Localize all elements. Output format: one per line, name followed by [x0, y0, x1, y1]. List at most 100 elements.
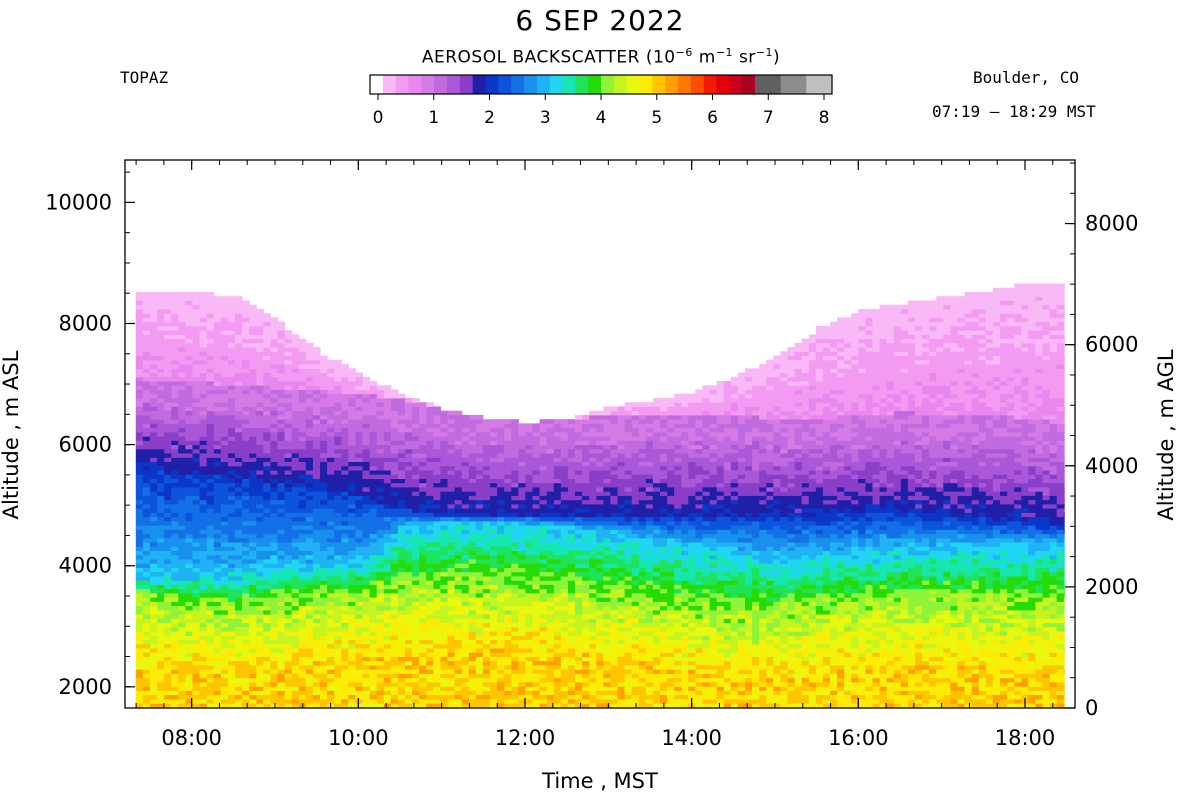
heatmap-cell	[475, 609, 484, 615]
heatmap-cell	[468, 444, 477, 450]
heatmap-cell	[468, 414, 477, 420]
heatmap-cell	[433, 588, 441, 594]
heatmap-cell	[256, 508, 264, 513]
heatmap-cell	[277, 698, 286, 704]
heatmap-cell	[461, 643, 470, 649]
heatmap-cell	[440, 660, 448, 666]
heatmap-cell	[539, 626, 548, 632]
heatmap-cell	[334, 673, 342, 679]
heatmap-cell	[164, 495, 172, 501]
heatmap-cell	[227, 313, 236, 318]
heatmap-cell	[164, 364, 172, 369]
heatmap-cell	[256, 423, 264, 429]
heatmap-cell	[192, 330, 201, 335]
heatmap-cell	[164, 491, 172, 496]
heatmap-cell	[525, 601, 533, 607]
heatmap-cell	[270, 698, 278, 704]
heatmap-cell	[164, 537, 172, 543]
heatmap-cell	[305, 495, 314, 501]
heatmap-cell	[227, 300, 236, 306]
heatmap-cell	[454, 508, 463, 513]
heatmap-cell	[433, 665, 441, 670]
heatmap-cell	[150, 381, 158, 386]
heatmap-cell	[277, 626, 286, 632]
heatmap-cell	[341, 389, 349, 395]
heatmap-cell	[298, 529, 307, 535]
heatmap-cell	[135, 652, 144, 657]
heatmap-cell	[327, 406, 335, 412]
heatmap-cell	[490, 563, 498, 568]
heatmap-cell	[397, 554, 406, 560]
heatmap-cell	[369, 419, 378, 424]
heatmap-cell	[256, 576, 264, 581]
heatmap-cell	[277, 406, 286, 412]
heatmap-cell	[249, 444, 257, 450]
heatmap-cell	[164, 508, 172, 513]
heatmap-cell	[355, 588, 363, 594]
heatmap-cell	[220, 512, 229, 518]
heatmap-cell	[447, 482, 456, 488]
heatmap-cell	[199, 419, 208, 424]
heatmap-cell	[164, 304, 172, 310]
heatmap-cell	[482, 550, 491, 556]
heatmap-cell	[142, 631, 151, 636]
heatmap-cell	[199, 296, 208, 301]
heatmap-cell	[298, 474, 307, 479]
heatmap-cell	[178, 389, 186, 395]
heatmap-cell	[362, 512, 371, 518]
heatmap-cell	[412, 457, 420, 462]
heatmap-cell	[213, 648, 222, 653]
heatmap-cell	[227, 406, 236, 412]
heatmap-cell	[341, 652, 349, 657]
heatmap-cell	[482, 436, 491, 441]
heatmap-cell	[397, 639, 406, 645]
heatmap-cell	[249, 576, 257, 581]
heatmap-cell	[390, 698, 399, 704]
heatmap-cell	[504, 605, 512, 611]
heatmap-cell	[320, 436, 328, 441]
heatmap-cell	[284, 529, 293, 535]
heatmap-cell	[348, 618, 356, 624]
heatmap-cell	[192, 317, 201, 323]
heatmap-cell	[171, 550, 179, 556]
heatmap-cell	[475, 444, 484, 450]
heatmap-cell	[419, 440, 427, 446]
heatmap-cell	[199, 516, 208, 522]
heatmap-cell	[312, 406, 321, 412]
heatmap-cell	[277, 686, 286, 691]
heatmap-cell	[482, 622, 491, 628]
heatmap-cell	[355, 457, 363, 462]
heatmap-cell	[334, 487, 342, 492]
heatmap-cell	[511, 686, 519, 691]
heatmap-cell	[227, 385, 236, 390]
heatmap-cell	[277, 381, 286, 386]
heatmap-cell	[150, 398, 158, 403]
heatmap-cell	[312, 503, 321, 509]
heatmap-cell	[405, 402, 413, 407]
heatmap-cell	[518, 550, 526, 556]
heatmap-cell	[475, 698, 484, 704]
heatmap-cell	[206, 563, 215, 568]
heatmap-cell	[390, 635, 399, 640]
heatmap-cell	[327, 457, 335, 462]
heatmap-cell	[206, 372, 215, 378]
heatmap-cell	[412, 491, 420, 496]
heatmap-cell	[440, 423, 448, 429]
heatmap-cell	[546, 656, 555, 662]
heatmap-cell	[277, 537, 286, 543]
heatmap-cell	[157, 669, 165, 674]
heatmap-cell	[213, 427, 222, 433]
heatmap-cell	[454, 690, 463, 696]
heatmap-cell	[284, 364, 293, 369]
heatmap-cell	[312, 542, 321, 547]
heatmap-cell	[433, 622, 441, 628]
heatmap-cell	[277, 347, 286, 352]
heatmap-cell	[284, 436, 293, 441]
heatmap-cell	[475, 461, 484, 467]
heatmap-cell	[355, 389, 363, 395]
heatmap-cell	[355, 537, 363, 543]
heatmap-cell	[171, 635, 179, 640]
heatmap-cell	[242, 342, 250, 348]
heatmap-cell	[475, 499, 484, 505]
